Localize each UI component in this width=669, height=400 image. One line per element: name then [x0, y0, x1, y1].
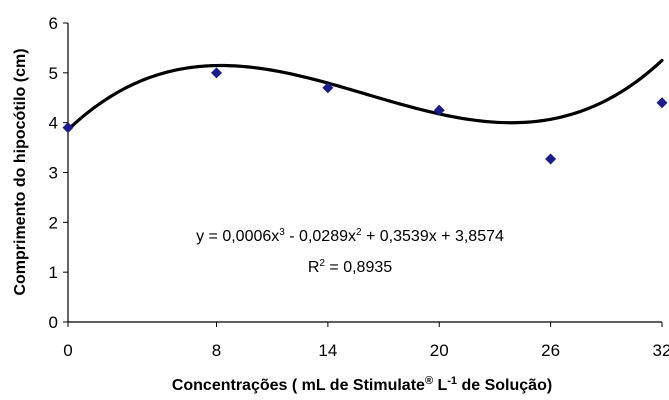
- trendline: [66, 58, 664, 132]
- y-tick-label: 4: [49, 114, 58, 133]
- data-point-marker: [322, 82, 334, 94]
- y-tick-label: 2: [49, 213, 58, 232]
- x-axis-title: Concentrações ( mL de Stimulate® L-1 de …: [172, 375, 552, 394]
- x-tick-label: 14: [318, 341, 337, 360]
- x-tick-label: 32: [653, 341, 669, 360]
- y-axis-ticks: 0 1 2 3 4 5 6: [49, 14, 68, 332]
- x-axis-ticks: 0 8 14 20 26 32: [63, 322, 669, 360]
- x-axis-title-superscript: -1: [447, 375, 457, 387]
- y-tick-label: 0: [49, 313, 58, 332]
- trendline-r-squared: R2 = 0,8935: [308, 258, 392, 276]
- data-point-marker: [211, 67, 222, 79]
- x-axis-title-part: Concentrações ( mL de Stimulate: [172, 377, 425, 394]
- x-tick-label: 20: [430, 341, 449, 360]
- data-points: [62, 67, 668, 165]
- x-tick-label: 8: [212, 341, 221, 360]
- data-point-marker: [62, 122, 74, 134]
- data-point-marker: [433, 104, 445, 116]
- x-axis-title-registered: ®: [425, 375, 433, 387]
- y-tick-label: 6: [49, 14, 58, 33]
- data-point-marker: [545, 153, 557, 165]
- x-axis-title-part: de Solução): [457, 377, 552, 394]
- y-tick-label: 5: [49, 64, 58, 83]
- x-tick-label: 0: [63, 341, 72, 360]
- plot-area: 0 1 2 3 4 5 6 0 8 14 20 26 32: [49, 14, 669, 360]
- y-tick-label: 1: [49, 263, 58, 282]
- data-point-marker: [656, 97, 668, 109]
- x-axis-title-part: L: [433, 377, 447, 394]
- y-axis-title: Comprimento do hipocótilo (cm): [12, 48, 29, 295]
- trendline-equation: y = 0,0006x3 - 0,0289x2 + 0,3539x + 3,85…: [196, 227, 504, 245]
- y-tick-label: 3: [49, 164, 58, 183]
- x-tick-label: 26: [541, 341, 560, 360]
